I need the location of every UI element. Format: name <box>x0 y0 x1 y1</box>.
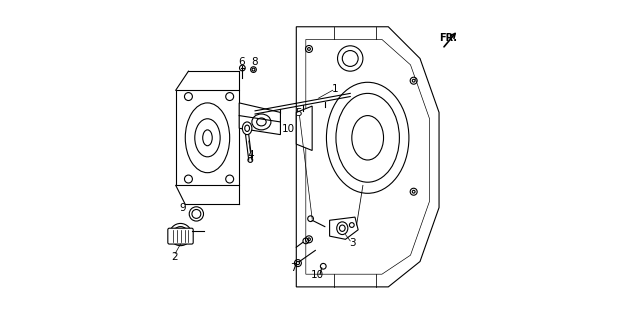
Text: 3: 3 <box>350 238 356 248</box>
Text: FR.: FR. <box>439 33 457 43</box>
Ellipse shape <box>252 114 271 130</box>
Polygon shape <box>296 106 312 150</box>
Polygon shape <box>296 27 439 287</box>
Ellipse shape <box>185 103 230 173</box>
Text: 7: 7 <box>290 263 297 274</box>
Text: 10: 10 <box>311 270 324 280</box>
Ellipse shape <box>169 223 192 246</box>
FancyBboxPatch shape <box>168 228 193 244</box>
Text: 9: 9 <box>180 203 186 213</box>
Text: 1: 1 <box>332 84 339 94</box>
Ellipse shape <box>242 122 252 135</box>
Text: 4: 4 <box>247 150 254 160</box>
Ellipse shape <box>189 207 203 221</box>
Polygon shape <box>240 103 280 135</box>
Text: 10: 10 <box>282 124 295 134</box>
Text: 8: 8 <box>251 57 258 67</box>
Text: 5: 5 <box>295 108 302 118</box>
Text: 2: 2 <box>171 252 178 262</box>
Polygon shape <box>176 90 240 185</box>
Polygon shape <box>329 217 358 239</box>
Ellipse shape <box>326 82 409 193</box>
Ellipse shape <box>338 46 363 71</box>
Text: 6: 6 <box>238 57 245 67</box>
